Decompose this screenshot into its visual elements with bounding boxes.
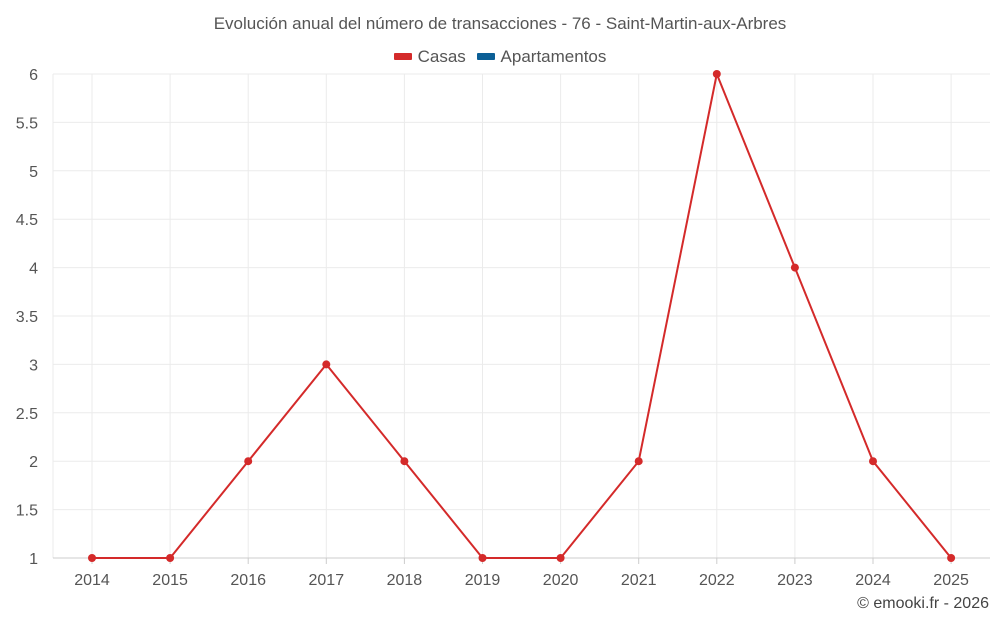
legend-swatch-casas	[393, 53, 412, 60]
data-point	[947, 554, 956, 562]
data-point	[712, 70, 721, 78]
legend-label-casas: Casas	[417, 46, 466, 66]
y-tick-label: 5.5	[16, 115, 38, 132]
x-tick-label: 2022	[699, 572, 735, 589]
x-tick-label: 2017	[309, 572, 345, 589]
legend-swatch-apartamentos	[476, 53, 495, 60]
data-point	[869, 457, 877, 466]
data-point	[244, 457, 253, 466]
legend-label-apartamentos: Apartamentos	[500, 46, 607, 66]
data-point	[478, 554, 487, 562]
credit-text: © emooki.fr - 2026	[857, 595, 989, 612]
y-tick-label: 2	[29, 454, 38, 471]
y-tick-label: 6	[29, 67, 38, 84]
x-tick-label: 2021	[621, 572, 657, 589]
y-tick-label: 1	[29, 551, 38, 568]
x-tick-label: 2019	[465, 572, 501, 589]
data-point	[556, 554, 565, 562]
y-tick-label: 1.5	[16, 503, 38, 520]
x-tick-label: 2014	[74, 572, 110, 589]
data-point	[634, 457, 643, 466]
x-tick-label: 2023	[777, 572, 813, 589]
data-point	[400, 457, 409, 466]
x-tick-label: 2015	[152, 572, 188, 589]
legend: Casas Apartamentos	[0, 45, 1000, 67]
data-point	[88, 554, 96, 562]
y-tick-label: 2.5	[16, 406, 38, 423]
y-tick-label: 3.5	[16, 309, 38, 326]
x-tick-label: 2025	[933, 572, 969, 589]
chart-title: Evolución anual del número de transaccio…	[213, 14, 787, 33]
x-tick-label: 2018	[387, 572, 423, 589]
legend-item-casas[interactable]: Casas	[393, 46, 466, 67]
data-point	[322, 360, 331, 369]
series-line-casas	[92, 73, 952, 559]
x-tick-label: 2020	[543, 572, 579, 589]
y-tick-label: 4.5	[16, 212, 38, 229]
y-tick-label: 5	[29, 164, 38, 181]
data-point	[790, 263, 799, 272]
y-tick-label: 3	[29, 357, 38, 374]
legend-item-apartamentos[interactable]: Apartamentos	[476, 46, 607, 67]
x-tick-label: 2016	[230, 572, 266, 589]
y-tick-label: 4	[29, 261, 38, 278]
x-tick-label: 2024	[855, 572, 891, 589]
data-point	[166, 554, 175, 562]
